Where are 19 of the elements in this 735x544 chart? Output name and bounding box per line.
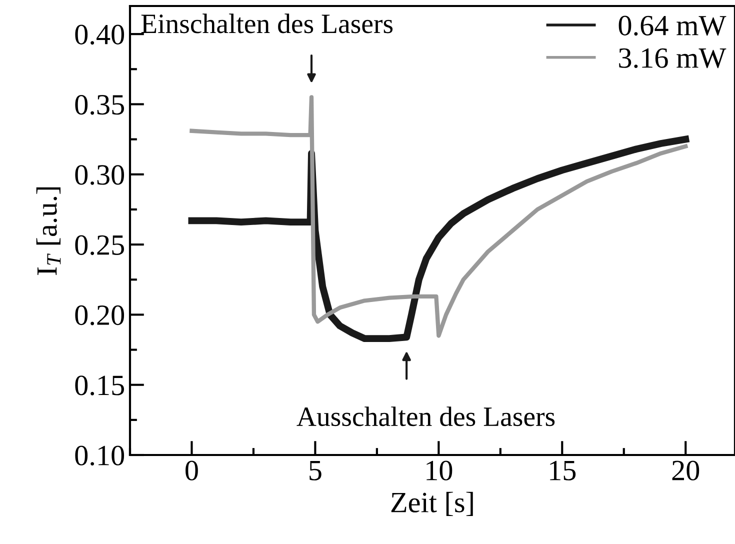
y-tick-label: 0.25 (75, 235, 124, 256)
x-tick-label: 20 (672, 460, 700, 480)
x-tick-label: 0 (186, 460, 198, 480)
annotation: Ausschalten des Lasers (296, 406, 555, 426)
x-tick-label: 10 (426, 460, 452, 480)
y-tick-label: 0.40 (75, 24, 124, 45)
x-tick-label: 5 (310, 461, 322, 480)
y-tick-label: 0.15 (75, 376, 124, 396)
y-tick-label: 0.10 (75, 446, 124, 466)
y-tick-label: 0.35 (75, 94, 124, 115)
y-tick-label: 0.30 (75, 165, 124, 185)
y-tick-label: 0.20 (75, 305, 124, 326)
y-axis-title: I$_{T}$ [a.u.] (36, 187, 61, 275)
legend-label: 0.64 mW (618, 16, 726, 36)
x-tick-label: 15 (550, 460, 576, 480)
legend-label: 3.16 mW (619, 48, 726, 68)
x-axis-title: Zeit [s] (391, 492, 473, 516)
line-series (190, 95, 688, 338)
annotation: Einschalten des Lasers (141, 14, 393, 34)
